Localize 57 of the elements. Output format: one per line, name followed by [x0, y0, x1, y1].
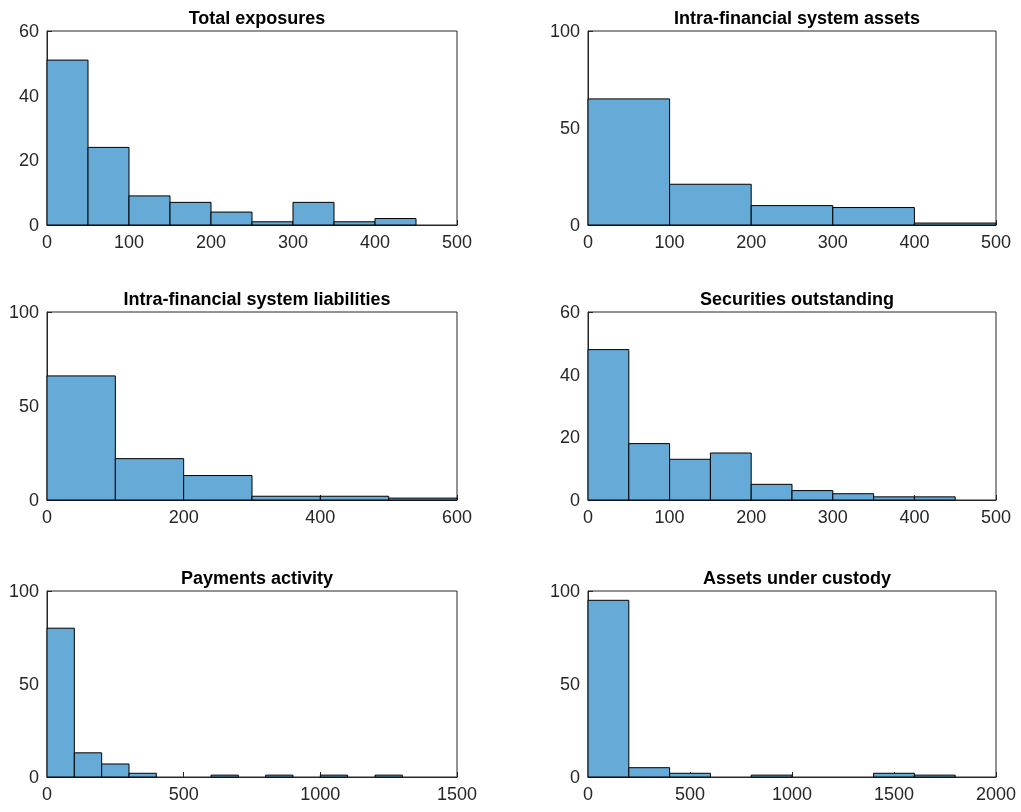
y-tick-label: 100: [549, 21, 580, 41]
x-tick-label: 2000: [975, 784, 1017, 804]
y-tick-label: 100: [8, 581, 39, 601]
y-tick-label: 40: [18, 85, 39, 106]
x-tick-label: 1000: [300, 784, 341, 804]
x-tick-label: 0: [582, 232, 594, 252]
x-tick-label: 500: [980, 232, 1012, 252]
x-tick-label: 1500: [436, 784, 478, 804]
x-tick-label: 300: [277, 232, 309, 252]
y-tick-label: 0: [569, 215, 580, 235]
x-tick-label: 1000: [771, 784, 813, 804]
y-tick-label: 50: [559, 118, 580, 138]
x-tick-label: 400: [359, 232, 391, 252]
y-tick-label: 50: [559, 674, 580, 694]
y-tick-label: 50: [18, 396, 39, 416]
chart-title: Assets under custody: [702, 568, 892, 588]
x-tick-label: 600: [441, 507, 473, 527]
chart-title: Intra-financial system assets: [673, 8, 921, 28]
x-tick-label: 200: [736, 507, 767, 527]
x-tick-label: 500: [674, 784, 706, 804]
x-tick-label: 400: [305, 507, 336, 527]
x-tick-label: 0: [41, 232, 53, 252]
y-tick-label: 0: [569, 767, 580, 787]
x-tick-label: 300: [817, 232, 848, 252]
chart-title: Total exposures: [188, 8, 326, 28]
y-tick-label: 20: [559, 427, 580, 448]
y-tick-label: 60: [18, 21, 39, 41]
y-tick-label: 50: [18, 674, 39, 694]
x-tick-label: 100: [654, 232, 685, 252]
x-tick-label: 0: [41, 507, 53, 527]
x-tick-label: 100: [654, 507, 685, 527]
x-tick-label: 400: [899, 507, 930, 527]
x-tick-label: 200: [195, 232, 227, 252]
x-tick-label: 0: [41, 784, 53, 804]
y-tick-label: 0: [28, 490, 39, 510]
x-tick-label: 500: [168, 784, 199, 804]
x-tick-label: 500: [980, 507, 1012, 527]
y-tick-label: 100: [8, 302, 39, 322]
y-tick-label: 100: [549, 581, 580, 601]
x-tick-label: 300: [817, 507, 848, 527]
y-tick-label: 40: [559, 364, 580, 385]
y-tick-label: 0: [569, 490, 580, 510]
y-tick-label: 0: [28, 767, 39, 787]
x-tick-label: 0: [582, 507, 594, 527]
x-tick-label: 500: [441, 232, 473, 252]
y-tick-label: 20: [18, 150, 39, 171]
y-tick-label: 60: [559, 302, 580, 322]
x-tick-label: 100: [113, 232, 145, 252]
chart-title: Securities outstanding: [699, 289, 895, 309]
x-tick-label: 200: [736, 232, 767, 252]
y-tick-label: 0: [28, 215, 39, 235]
chart-title: Payments activity: [180, 568, 334, 588]
x-tick-label: 200: [168, 507, 199, 527]
x-tick-label: 0: [582, 784, 594, 804]
x-tick-label: 400: [899, 232, 930, 252]
chart-title: Intra-financial system liabilities: [123, 289, 391, 309]
x-tick-label: 1500: [873, 784, 915, 804]
